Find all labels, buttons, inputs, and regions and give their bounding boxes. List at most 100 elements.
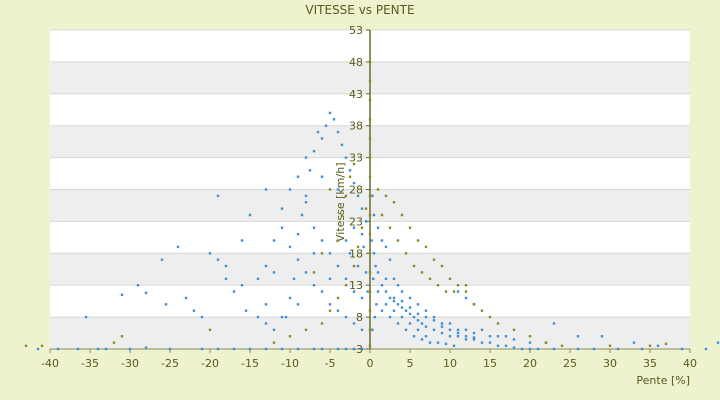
x-tick-label: 25: [563, 357, 577, 370]
data-point: [384, 245, 388, 249]
data-point: [456, 331, 460, 335]
data-point: [404, 309, 408, 312]
data-point: [440, 331, 444, 335]
data-point: [464, 296, 468, 300]
data-point: [272, 341, 276, 344]
y-tick-label: 18: [349, 247, 363, 260]
data-point: [400, 315, 404, 319]
data-point: [216, 194, 220, 198]
data-point: [136, 284, 140, 287]
data-point: [448, 335, 452, 338]
data-point: [488, 315, 492, 319]
x-tick-label: 40: [683, 357, 697, 370]
data-point: [308, 169, 312, 172]
y-tick-label: 38: [349, 120, 363, 133]
data-point: [576, 347, 580, 351]
data-point: [352, 264, 356, 268]
data-point: [304, 328, 308, 332]
data-point: [356, 194, 360, 198]
data-point: [312, 252, 316, 255]
data-point: [160, 258, 164, 261]
data-point: [300, 213, 304, 217]
data-point: [368, 252, 372, 255]
data-point: [304, 156, 308, 159]
data-point: [388, 315, 392, 319]
data-point: [408, 312, 412, 316]
data-point: [371, 194, 374, 198]
data-point: [360, 232, 364, 236]
data-point: [352, 226, 356, 229]
data-point: [256, 315, 260, 319]
data-point: [412, 335, 416, 338]
data-point: [368, 60, 372, 64]
x-tick-label: -25: [161, 357, 179, 370]
data-point: [312, 347, 316, 351]
data-point: [344, 239, 348, 242]
data-point: [216, 347, 220, 351]
data-point: [416, 328, 420, 332]
x-axis-label: Pente [%]: [636, 374, 690, 387]
data-point: [362, 245, 365, 249]
data-point: [36, 347, 40, 351]
data-point: [208, 328, 212, 332]
data-point: [280, 207, 284, 210]
data-point: [370, 239, 373, 242]
data-point: [120, 335, 124, 338]
data-point: [544, 341, 548, 344]
data-point: [424, 335, 428, 338]
data-point: [224, 277, 228, 281]
data-point: [448, 277, 452, 281]
x-tick-label: -15: [241, 357, 259, 370]
data-point: [392, 296, 396, 300]
data-point: [368, 98, 372, 102]
x-tick-label: -35: [81, 357, 99, 370]
data-point: [504, 335, 508, 338]
data-point: [424, 245, 428, 249]
data-point: [464, 335, 468, 338]
data-point: [288, 245, 292, 249]
data-point: [404, 328, 408, 332]
data-point: [372, 213, 376, 217]
data-point: [428, 277, 432, 281]
data-point: [120, 293, 124, 296]
data-point: [472, 336, 476, 339]
data-point: [328, 188, 332, 191]
data-point: [664, 342, 668, 346]
data-point: [164, 303, 168, 306]
data-point: [388, 296, 392, 300]
data-point: [336, 264, 340, 268]
data-point: [320, 239, 324, 242]
data-point: [332, 118, 336, 121]
data-point: [648, 344, 652, 348]
data-point: [464, 328, 468, 332]
data-point: [440, 264, 444, 268]
data-point: [480, 309, 484, 312]
data-point: [440, 322, 444, 325]
y-tick-label: 28: [349, 184, 363, 197]
data-point: [396, 284, 400, 287]
y-tick-label: 48: [349, 56, 363, 69]
data-point: [528, 347, 532, 351]
data-point: [364, 207, 368, 210]
data-point: [428, 341, 432, 344]
data-point: [512, 346, 516, 349]
data-point: [388, 258, 392, 261]
data-point: [384, 290, 388, 293]
data-point: [368, 290, 372, 293]
data-point: [264, 303, 268, 306]
data-point: [373, 315, 376, 319]
y-tick-label: 3: [356, 343, 363, 356]
data-point: [368, 194, 372, 198]
data-point: [368, 79, 372, 83]
data-point: [420, 322, 424, 325]
data-point: [512, 338, 516, 341]
data-point: [504, 344, 508, 348]
data-point: [464, 290, 468, 293]
data-point: [264, 188, 268, 191]
data-point: [304, 271, 308, 274]
data-point: [388, 226, 392, 229]
data-point: [432, 315, 436, 319]
data-point: [408, 226, 412, 229]
